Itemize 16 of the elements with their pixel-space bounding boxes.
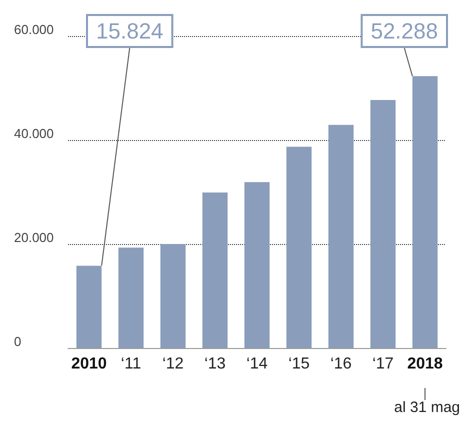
y-tick-label: 60.000 [14,22,54,37]
x-tick-label: ‘12 [162,356,184,372]
y-tick-label: 0 [14,334,22,349]
x-tick-label: ‘13 [204,356,226,372]
x-tick-label: ‘11 [120,356,142,372]
x-tick-label: 2010 [71,356,107,372]
y-tick-label: 40.000 [14,126,54,141]
x-tick-label: ‘14 [246,356,268,372]
x-tick-label: 2018 [407,356,443,372]
x-tick-label: ‘15 [288,356,310,372]
x-tick-label: ‘16 [330,356,352,372]
x-tick-label: ‘17 [372,356,394,372]
y-tick-label: 20.000 [14,230,54,245]
data-label: 52.288 [370,18,438,44]
data-label: 15.824 [96,18,164,44]
text: al 31 mag [394,399,460,416]
